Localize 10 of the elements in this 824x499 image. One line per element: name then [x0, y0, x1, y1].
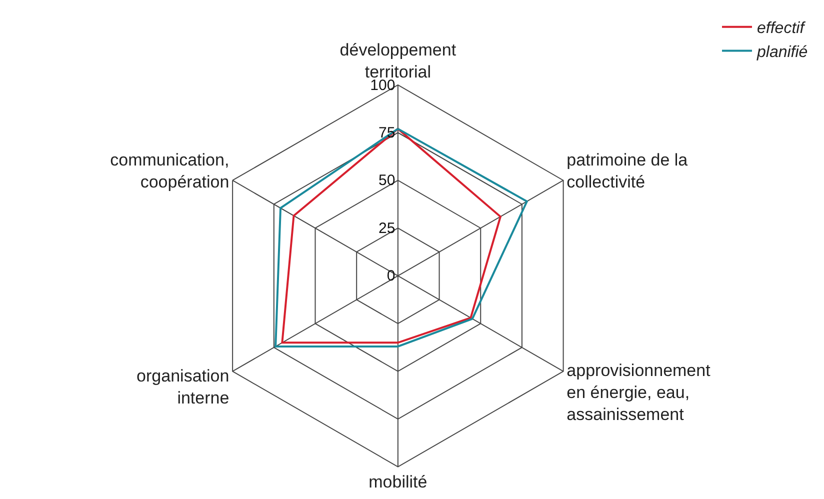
spoke-label: approvisionnement en énergie, eau, assainissement [566, 360, 711, 424]
spoke-label: mobilité [368, 472, 428, 492]
legend-label: effectif [757, 20, 806, 38]
y-tick-label: 25 [378, 220, 396, 237]
spoke-label: organisation interne [136, 366, 230, 408]
spoke-label: communication, coopération [110, 150, 230, 192]
legend-label: planifié [756, 44, 808, 61]
spoke-label: patrimoine de la collectivité [566, 150, 688, 192]
y-tick-label: 50 [378, 172, 396, 190]
y-tick-label: 100 [370, 76, 396, 94]
